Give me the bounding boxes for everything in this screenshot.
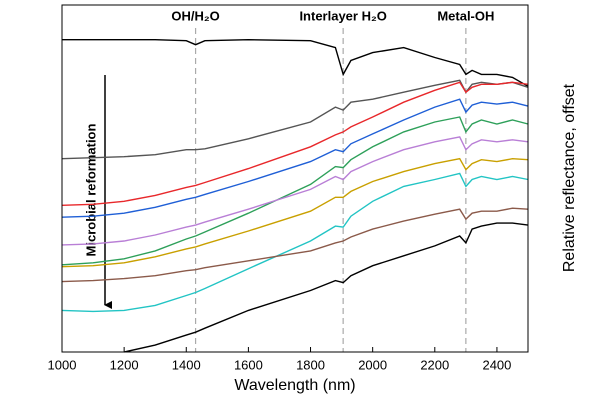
x-tick-label: 1800 <box>296 357 325 372</box>
annotation-label: Metal-OH <box>437 8 494 23</box>
annotation-label: OH/H₂O <box>171 8 219 23</box>
x-tick-label: 1200 <box>110 357 139 372</box>
series-line <box>61 79 529 160</box>
plot-frame <box>61 4 529 353</box>
x-tick-label: 2000 <box>358 357 387 372</box>
x-axis-label: Wavelength (nm) <box>234 377 355 394</box>
series-line <box>61 136 529 246</box>
series-line <box>61 157 529 268</box>
series-line <box>62 38 529 87</box>
x-tick-label: 2400 <box>482 357 511 372</box>
series-line <box>123 222 529 353</box>
annotation-label: Interlayer H₂O <box>299 8 386 23</box>
series-line <box>61 98 529 218</box>
x-tick-label: 2200 <box>420 357 449 372</box>
arrow-label: Microbial reformation <box>83 123 98 256</box>
x-tick-label: 1600 <box>234 357 263 372</box>
series-line <box>61 172 529 313</box>
x-tick-label: 1000 <box>48 357 77 372</box>
series-line <box>61 207 529 283</box>
series-line <box>61 81 529 206</box>
series-line <box>61 116 529 266</box>
y-axis-label: Relative reflectance, offset <box>561 83 578 272</box>
x-tick-label: 1400 <box>172 357 201 372</box>
